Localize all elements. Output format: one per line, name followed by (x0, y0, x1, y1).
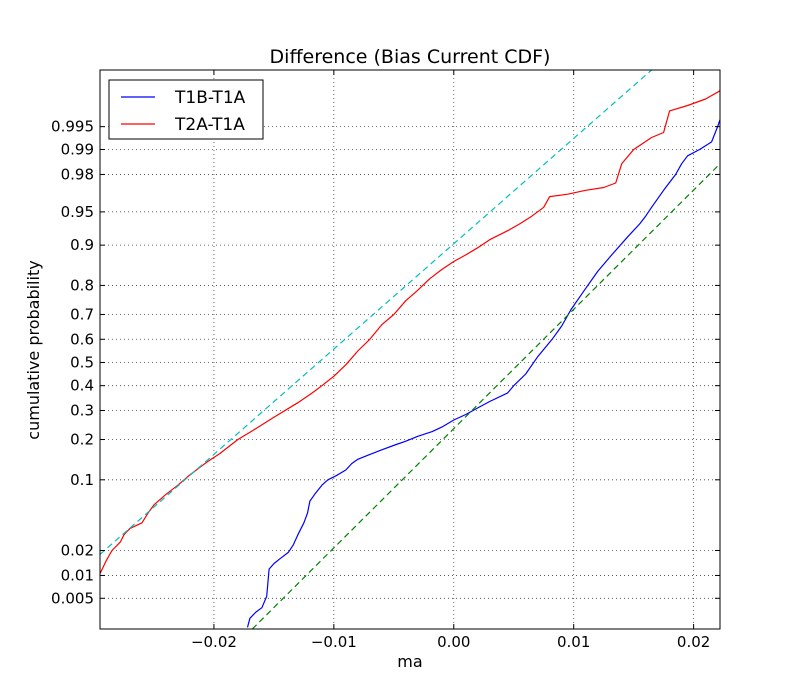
y-tick-label: 0.005 (51, 589, 94, 607)
legend-frame (108, 79, 264, 140)
series-line-t1b-t1a (246, 119, 720, 628)
y-tick-label: 0.1 (70, 471, 94, 489)
x-axis-title: ma (397, 652, 422, 671)
plot-frame (99, 69, 721, 630)
x-tick-label: 0.02 (677, 633, 710, 651)
y-axis-title: cumulative probability (24, 260, 43, 439)
axis-ticks: −0.02 −0.01 0.00 0.01 0.02 0.005 0.01 0.02 0.1 0.… (51, 70, 720, 651)
y-tick-label: 0.02 (61, 541, 94, 559)
series-lines (100, 70, 720, 629)
y-tick-label: 0.9 (70, 236, 94, 254)
y-tick-label: 0.3 (70, 401, 94, 419)
x-tick-label: −0.02 (191, 633, 237, 651)
x-tick-label: −0.01 (311, 633, 357, 651)
y-tick-label: 0.2 (70, 431, 94, 449)
legend-label-t2a-t1a: T2A-T1A (174, 115, 245, 135)
y-tick-label: 0.98 (61, 165, 94, 183)
y-tick-label: 0.5 (70, 353, 94, 371)
x-tick-label: 0.01 (557, 633, 590, 651)
x-tick-label: 0.00 (437, 633, 470, 651)
reference-line-2 (100, 70, 652, 555)
y-tick-label: 0.6 (70, 330, 94, 348)
y-tick-label: 0.7 (70, 305, 94, 323)
y-tick-label: 0.8 (70, 276, 94, 294)
grid-lines (100, 70, 720, 629)
legend: T1B-T1A T2A-T1A (108, 79, 264, 140)
y-tick-label: 0.4 (70, 377, 94, 395)
y-tick-label: 0.99 (61, 140, 94, 158)
y-tick-label: 0.01 (61, 566, 94, 584)
plot-background (100, 70, 720, 629)
series-line-t2a-t1a (100, 90, 720, 575)
y-tick-label: 0.95 (61, 203, 94, 221)
chart-title: Difference (Bias Current CDF) (270, 46, 551, 68)
y-tick-label: 0.995 (51, 118, 94, 136)
legend-label-t1b-t1a: T1B-T1A (174, 88, 246, 108)
